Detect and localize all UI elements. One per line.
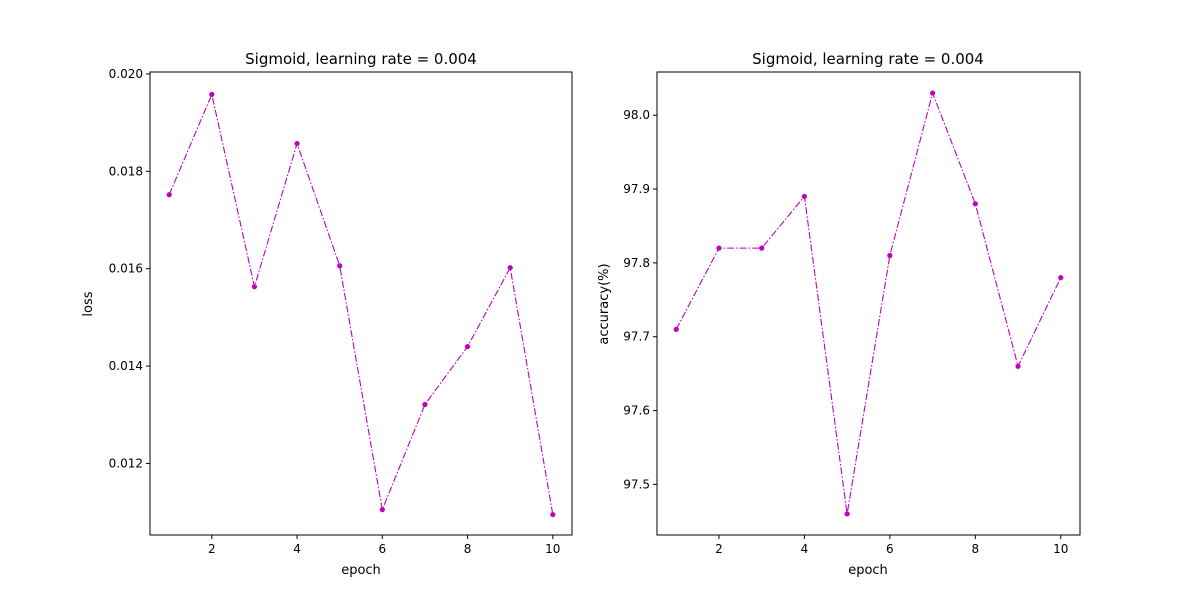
accuracy-y-tick-label: 97.5 [623, 477, 650, 491]
loss-y-tick-label: 0.012 [109, 456, 143, 470]
accuracy-x-tick-label: 6 [886, 542, 894, 556]
loss-x-tick-label: 8 [464, 542, 472, 556]
accuracy-y-axis-label: accuracy(%) [597, 263, 612, 344]
loss-x-tick-label: 10 [545, 542, 560, 556]
loss-series-line [168, 92, 554, 515]
loss-y-tick-label: 0.020 [109, 67, 143, 81]
loss-x-axis-label: epoch [341, 563, 381, 578]
accuracy-data-point [887, 252, 893, 259]
accuracy-subplot: Sigmoid, learning rate = 0.004 epoch acc… [597, 50, 1081, 578]
loss-y-tick-label: 0.014 [109, 359, 143, 373]
loss-data-point [507, 265, 513, 271]
loss-x-tick-label: 6 [378, 542, 386, 556]
accuracy-data-point [1058, 275, 1064, 281]
accuracy-plot-frame [656, 71, 1081, 536]
accuracy-y-tick-label: 98.0 [623, 108, 650, 122]
loss-y-tick-label: 0.018 [109, 164, 143, 178]
accuracy-data-point [929, 90, 936, 96]
accuracy-x-tick-label: 4 [801, 542, 809, 556]
loss-data-point [337, 263, 343, 269]
loss-x-tick-label: 4 [293, 542, 301, 556]
loss-data-point [550, 511, 556, 518]
loss-plot-frame [149, 71, 573, 536]
accuracy-data-point [972, 201, 978, 207]
loss-data-point [294, 140, 300, 147]
accuracy-data-point [1015, 363, 1021, 369]
accuracy-x-axis-label: epoch [848, 563, 888, 578]
loss-y-axis-label: loss [81, 291, 96, 316]
accuracy-data-point [801, 193, 808, 200]
accuracy-y-tick-label: 97.7 [623, 330, 650, 344]
loss-data-point [379, 507, 385, 513]
accuracy-series-line [675, 91, 1062, 515]
accuracy-x-tick-label: 8 [971, 542, 979, 556]
accuracy-x-tick-label: 2 [715, 542, 723, 556]
loss-data-point [251, 284, 258, 290]
accuracy-chart-title: Sigmoid, learning rate = 0.004 [752, 50, 984, 68]
loss-data-point [166, 192, 172, 198]
loss-x-tick-label: 2 [208, 542, 216, 556]
accuracy-data-point [673, 326, 679, 332]
accuracy-data-point [844, 511, 850, 517]
loss-data-point [209, 91, 215, 97]
accuracy-y-tick-label: 97.9 [623, 182, 650, 196]
accuracy-data-point [759, 245, 765, 251]
loss-y-tick-label: 0.016 [109, 262, 143, 276]
accuracy-data-point [716, 245, 722, 251]
loss-data-point [422, 401, 428, 408]
accuracy-x-tick-label: 10 [1053, 542, 1068, 556]
accuracy-y-tick-label: 97.6 [623, 404, 650, 418]
accuracy-y-tick-label: 97.8 [623, 256, 650, 270]
loss-chart-title: Sigmoid, learning rate = 0.004 [245, 50, 477, 68]
loss-data-point [464, 343, 471, 350]
loss-subplot: Sigmoid, learning rate = 0.004 epoch los… [81, 50, 573, 578]
